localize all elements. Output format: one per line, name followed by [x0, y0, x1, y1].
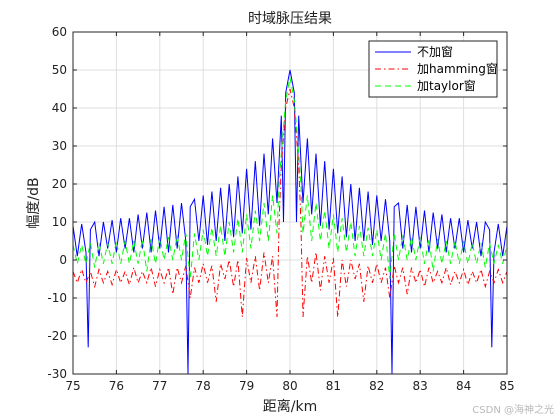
x-tick-label: 85 — [499, 379, 514, 393]
y-tick-label: 20 — [52, 177, 67, 191]
x-tick-label: 76 — [109, 379, 124, 393]
x-tick-label: 81 — [326, 379, 341, 393]
legend-entry-1: 加hamming窗 — [417, 62, 498, 76]
y-tick-label: -10 — [47, 291, 67, 305]
series-line-0 — [72, 69, 508, 375]
legend-entry-0: 不加窗 — [417, 45, 453, 59]
x-tick-label: 75 — [65, 379, 80, 393]
y-tick-label: 40 — [52, 101, 67, 115]
x-tick-label: 77 — [152, 379, 167, 393]
x-tick-label: 80 — [282, 379, 297, 393]
legend-entry-2: 加taylor窗 — [417, 79, 476, 93]
chart-title: 时域脉压结果 — [248, 11, 332, 27]
y-tick-label: -30 — [47, 367, 67, 381]
x-tick-label: 84 — [456, 379, 471, 393]
y-tick-label: 60 — [52, 25, 67, 39]
y-axis-label: 幅度/dB — [26, 177, 42, 228]
ticks: 75 76 77 78 79 80 81 82 83 84 85 -30 -20 -10 0 10 20 30 40… — [47, 25, 514, 393]
y-tick-label: 50 — [52, 63, 67, 77]
x-axis-label: 距离/km — [263, 398, 317, 415]
y-tick-label: 30 — [52, 139, 67, 153]
y-tick-label: 10 — [52, 215, 67, 229]
watermark: CSDN @海神之光 — [472, 405, 554, 416]
x-tick-label: 83 — [413, 379, 428, 393]
y-tick-label: 0 — [59, 253, 67, 267]
x-tick-label: 79 — [239, 379, 254, 393]
y-tick-label: -20 — [47, 329, 67, 343]
x-tick-label: 78 — [196, 379, 211, 393]
x-tick-label: 82 — [369, 379, 384, 393]
series-line-1 — [72, 88, 508, 318]
series-line-2 — [72, 77, 508, 280]
series-layer — [72, 69, 508, 375]
